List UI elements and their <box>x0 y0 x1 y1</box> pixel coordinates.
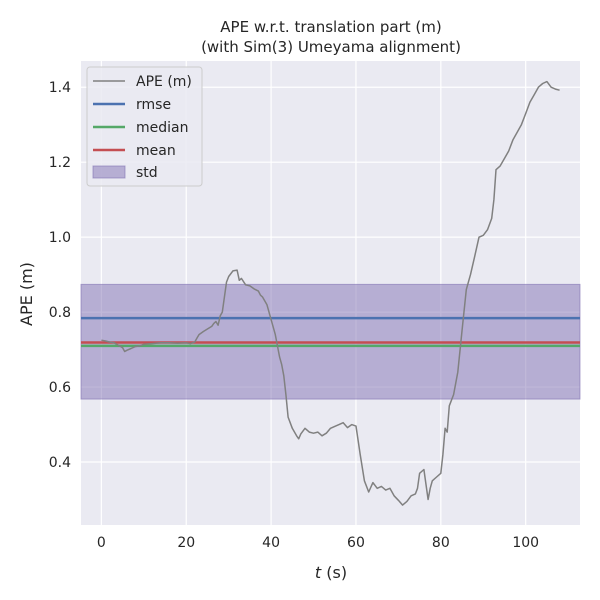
x-tick-label: 20 <box>177 535 195 551</box>
x-tick-labels: 0 20 40 60 80 100 <box>97 535 539 551</box>
chart-title: APE w.r.t. translation part (m) <box>220 18 441 36</box>
legend-label-mean: mean <box>136 143 176 159</box>
ape-line <box>101 80 560 506</box>
y-tick-label: 0.6 <box>49 380 71 396</box>
y-tick-label: 0.4 <box>49 455 71 471</box>
ape-line-layer <box>101 80 560 506</box>
y-axis-label: APE (m) <box>17 262 36 326</box>
legend: APE (m) rmse median mean std <box>86 66 203 187</box>
legend-frame <box>86 66 203 187</box>
chart-subtitle: (with Sim(3) Umeyama alignment) <box>201 38 461 56</box>
x-tick-label: 40 <box>262 535 280 551</box>
y-tick-label: 0.8 <box>49 305 71 321</box>
y-tick-label: 1.2 <box>49 155 71 171</box>
x-tick-label: 80 <box>432 535 450 551</box>
y-tick-labels: 0.4 0.6 0.8 1.0 1.2 1.4 <box>49 80 71 471</box>
x-tick-label: 0 <box>97 535 106 551</box>
legend-label-ape: APE (m) <box>136 74 192 90</box>
x-axis-label: t (s) <box>315 563 347 582</box>
legend-label-median: median <box>136 120 188 136</box>
x-tick-label: 100 <box>512 535 539 551</box>
legend-label-std: std <box>136 165 158 181</box>
legend-label-rmse: rmse <box>136 97 171 113</box>
x-axis-var: t <box>315 563 322 582</box>
y-tick-label: 1.4 <box>49 80 71 96</box>
x-tick-label: 60 <box>347 535 365 551</box>
x-axis-unit: (s) <box>321 563 347 582</box>
legend-swatch-std <box>92 165 126 179</box>
y-tick-label: 1.0 <box>49 230 71 246</box>
